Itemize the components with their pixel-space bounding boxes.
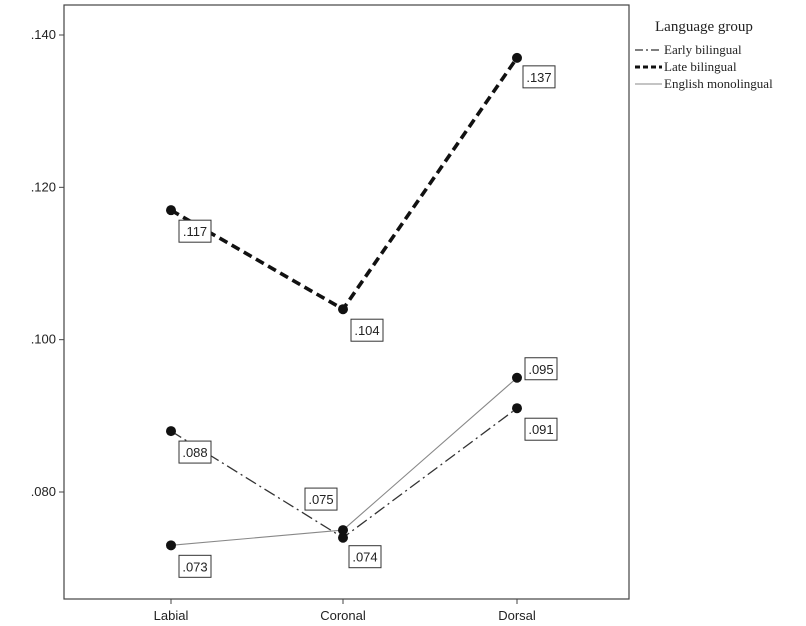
legend-label: Early bilingual xyxy=(664,42,742,57)
data-label-box xyxy=(178,554,212,578)
data-point xyxy=(338,304,348,315)
data-label-box xyxy=(178,219,212,243)
series-line xyxy=(170,56,519,312)
data-label: .137 xyxy=(526,70,551,85)
series-layer xyxy=(166,52,522,551)
legend: Language group Early bilingual Late bilin… xyxy=(635,19,773,91)
data-label: .088 xyxy=(182,445,207,460)
x-axis: Labial Coronal Dorsal xyxy=(154,599,536,623)
x-tick-label: Dorsal xyxy=(498,608,536,623)
legend-label: Late bilingual xyxy=(664,59,737,74)
series-line xyxy=(170,377,518,546)
data-point xyxy=(512,403,522,414)
data-label: .091 xyxy=(528,422,553,437)
data-label-box xyxy=(178,440,212,464)
data-label-box xyxy=(522,65,556,89)
plot-frame xyxy=(63,4,630,600)
data-label-box xyxy=(348,545,382,569)
data-label: .075 xyxy=(308,492,333,507)
data-label: .073 xyxy=(182,559,207,574)
data-point xyxy=(166,205,176,216)
data-point xyxy=(338,525,348,536)
data-label: .104 xyxy=(354,323,379,338)
data-label-box xyxy=(524,417,558,441)
data-label-box xyxy=(350,318,384,342)
data-label-box xyxy=(304,487,338,511)
data-label: .095 xyxy=(528,362,553,377)
y-tick-label: .120 xyxy=(31,179,56,194)
data-label: .074 xyxy=(352,550,377,565)
data-point xyxy=(512,52,522,63)
y-tick-label: .100 xyxy=(31,332,56,347)
y-axis: .080 .100 .120 .140 xyxy=(31,27,64,499)
data-point xyxy=(166,426,176,437)
y-tick-label: .080 xyxy=(31,484,56,499)
y-tick-label: .140 xyxy=(31,27,56,42)
x-tick-label: Labial xyxy=(154,608,189,623)
legend-title: Language group xyxy=(655,19,753,35)
x-tick-label: Coronal xyxy=(320,608,366,623)
data-label-layer: .088 .074 .091 .117 .104 .137 .073 .075 .095 xyxy=(178,65,558,578)
data-point xyxy=(338,532,348,543)
data-label: .117 xyxy=(183,224,207,239)
data-point xyxy=(166,540,176,551)
data-point xyxy=(512,372,522,383)
data-label-box xyxy=(524,357,558,381)
legend-label: English monolingual xyxy=(664,76,773,91)
series-line xyxy=(170,407,518,539)
